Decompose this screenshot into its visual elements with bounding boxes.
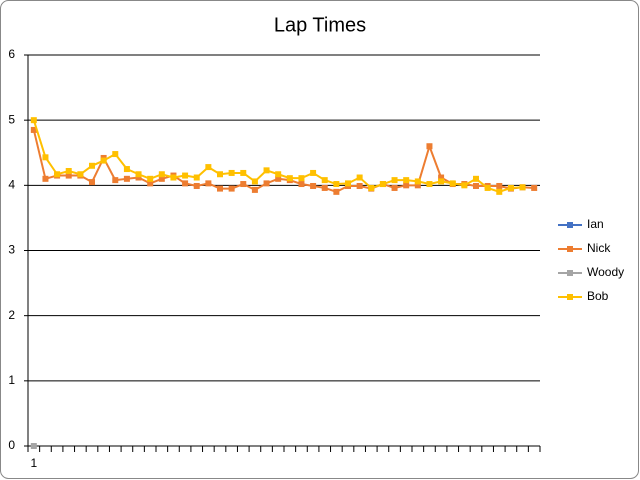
y-tick-label: 2 xyxy=(8,308,15,322)
point xyxy=(135,171,142,178)
point xyxy=(30,126,37,133)
point xyxy=(77,171,84,178)
point xyxy=(182,180,189,187)
point xyxy=(426,181,433,188)
point xyxy=(438,174,445,181)
point xyxy=(496,182,503,189)
point xyxy=(30,117,37,124)
point xyxy=(507,184,514,191)
point xyxy=(310,182,317,189)
point xyxy=(30,443,37,449)
point xyxy=(217,185,223,192)
point xyxy=(217,171,223,178)
point xyxy=(368,184,375,191)
point xyxy=(135,174,142,181)
point xyxy=(100,157,107,164)
y-tick-label: 3 xyxy=(8,243,15,257)
point xyxy=(286,175,293,182)
point xyxy=(403,177,410,184)
point xyxy=(251,178,258,185)
point xyxy=(65,172,72,179)
point xyxy=(531,184,538,191)
point xyxy=(414,182,421,189)
point xyxy=(228,169,235,176)
point xyxy=(123,166,130,173)
point xyxy=(193,174,200,181)
x-tick-label: 1 xyxy=(30,456,37,470)
y-tick-label: 4 xyxy=(8,178,15,192)
point xyxy=(519,184,526,191)
point xyxy=(65,167,72,174)
legend-label: Woody xyxy=(587,265,624,279)
point xyxy=(123,175,130,182)
point xyxy=(112,177,119,184)
point xyxy=(473,175,479,182)
point xyxy=(54,171,61,178)
point xyxy=(89,162,95,169)
legend-marker xyxy=(567,246,573,252)
point xyxy=(391,177,398,184)
point xyxy=(147,180,154,187)
point xyxy=(89,179,95,186)
y-tick-label: 0 xyxy=(8,438,15,452)
point xyxy=(356,182,363,189)
legend-marker xyxy=(567,222,573,228)
point xyxy=(310,169,317,176)
point xyxy=(263,180,270,187)
point xyxy=(391,184,398,191)
point xyxy=(240,181,247,188)
point xyxy=(333,188,340,195)
point xyxy=(205,180,212,187)
point xyxy=(379,181,386,188)
point xyxy=(251,186,258,193)
legend-label: Nick xyxy=(587,241,611,255)
point xyxy=(484,184,491,191)
chart-title: Lap Times xyxy=(274,14,366,36)
legend-label: Ian xyxy=(587,217,604,231)
point xyxy=(345,180,351,187)
point xyxy=(461,182,468,189)
point xyxy=(438,178,445,185)
point xyxy=(298,175,305,182)
point xyxy=(182,172,189,179)
point xyxy=(240,169,247,176)
point xyxy=(298,181,305,188)
point xyxy=(321,184,328,191)
point xyxy=(42,154,49,161)
point xyxy=(170,174,177,181)
point xyxy=(42,175,49,182)
legend-label: Bob xyxy=(587,289,609,303)
point xyxy=(158,175,165,182)
point xyxy=(496,188,503,195)
point xyxy=(275,171,282,178)
y-tick-label: 1 xyxy=(8,373,15,387)
point xyxy=(112,151,119,158)
point xyxy=(426,143,433,150)
point xyxy=(449,180,456,187)
legend-marker xyxy=(567,294,573,300)
y-tick-label: 5 xyxy=(8,112,15,126)
point xyxy=(263,167,270,174)
point xyxy=(228,185,235,192)
point xyxy=(205,164,212,171)
point xyxy=(321,177,328,184)
point xyxy=(473,182,479,189)
point xyxy=(158,171,165,178)
legend-marker xyxy=(567,270,573,276)
point xyxy=(356,174,363,181)
y-tick-label: 6 xyxy=(8,47,15,61)
point xyxy=(193,182,200,189)
point xyxy=(414,178,421,185)
point xyxy=(147,175,154,182)
point xyxy=(333,181,340,188)
point xyxy=(275,175,282,182)
point xyxy=(403,182,410,189)
